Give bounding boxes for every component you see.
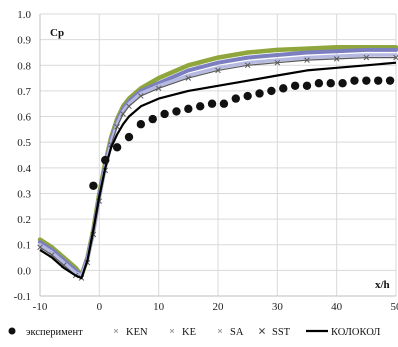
experiment-point	[172, 107, 181, 116]
experiment-point	[279, 84, 288, 93]
experiment-point	[89, 181, 98, 190]
x-tick-label: 20	[213, 301, 225, 313]
legend-label: SA	[230, 327, 244, 338]
y-tick-label: 0.5	[17, 137, 31, 149]
x-tick-label: 40	[331, 301, 343, 313]
x-axis-label: x/h	[375, 279, 390, 291]
legend-label: KEN	[126, 327, 148, 338]
experiment-point	[350, 76, 359, 85]
experiment-point	[148, 114, 157, 124]
y-tick-label: 1.0	[17, 9, 31, 21]
experiment-point	[255, 89, 264, 98]
x-tick-label: 0	[97, 301, 103, 313]
experiment-point	[302, 81, 312, 90]
y-tick-label: 0.2	[17, 214, 31, 226]
experiment-point	[160, 109, 169, 119]
x-tick-label: 10	[153, 301, 165, 313]
sst-point	[126, 103, 132, 110]
legend-label: SST	[272, 327, 291, 338]
legend-item-ke: KE	[169, 327, 196, 338]
series-line-kolokol	[39, 61, 397, 280]
experiment-point	[101, 155, 110, 165]
experiment-point	[326, 79, 335, 88]
legend-marker-dot	[8, 327, 16, 335]
experiment-point	[314, 79, 324, 88]
sst-point	[138, 93, 144, 99]
experiment-point	[290, 81, 300, 90]
y-tick-label: 0.0	[17, 265, 31, 277]
sst-point	[333, 56, 340, 62]
experiment-point	[385, 76, 395, 85]
axes: -0.1 0.0 0.1 0.2 0.3 0.4 0.5 0.6 0.7 0.8 0.9 1.0 -10…	[14, 9, 398, 313]
sst-point	[244, 62, 251, 69]
x-tick-label: -10	[33, 301, 48, 313]
experiment-point	[338, 79, 347, 88]
y-tick-label: 0.1	[17, 240, 31, 252]
y-tick-label: 0.8	[17, 60, 31, 72]
y-tick-label: 0.6	[17, 112, 31, 124]
sst-point	[37, 244, 43, 251]
sst-point	[120, 111, 126, 117]
y-tick-label: 0.9	[17, 35, 31, 47]
sst-point	[114, 124, 120, 130]
y-tick-label: 0.4	[17, 163, 31, 175]
experiment-point	[124, 132, 134, 142]
experiment-point	[196, 102, 205, 111]
labels: Cp x/h	[50, 27, 390, 291]
sst-point	[185, 75, 192, 81]
sst-point	[304, 57, 310, 63]
y-tick-label: -0.1	[14, 291, 31, 303]
experiment-point	[112, 143, 122, 152]
legend-item-колокол: КОЛОКОЛ	[306, 327, 380, 338]
legend-item-эксперимент: эксперимент	[8, 327, 83, 338]
experiment-point	[184, 104, 193, 114]
legend-item-ken: KEN	[113, 327, 148, 338]
experiment-point	[243, 91, 252, 101]
experiment-point	[374, 76, 383, 85]
legend: эксперимент KEN KE SA SST КОЛОКОЛ	[8, 327, 380, 338]
sst-point	[363, 54, 370, 61]
legend-item-sst: SST	[259, 327, 291, 338]
experiment-point	[207, 99, 217, 108]
experiment-point	[267, 86, 276, 96]
legend-label: KE	[182, 327, 196, 338]
x-tick-label: 30	[272, 301, 284, 313]
sst-point	[155, 85, 162, 92]
legend-marker-x	[259, 328, 265, 334]
legend-label: КОЛОКОЛ	[331, 327, 380, 338]
series-layer	[37, 45, 398, 281]
experiment-point	[362, 76, 371, 85]
legend-marker-x	[113, 328, 119, 334]
legend-marker-x	[217, 328, 223, 334]
y-tick-label: 0.3	[17, 188, 31, 200]
legend-item-sa: SA	[217, 327, 244, 338]
experiment-point	[136, 120, 146, 129]
y-tick-label: 0.7	[17, 86, 31, 98]
series-line-sa	[38, 53, 398, 278]
experiment-point	[231, 94, 240, 103]
sst-point	[274, 59, 281, 66]
y-axis-label: Cp	[50, 27, 64, 39]
experiment-point	[219, 99, 229, 108]
legend-marker-x	[169, 328, 175, 334]
x-tick-label: 50	[391, 301, 398, 313]
sst-point	[215, 67, 221, 74]
legend-label: эксперимент	[26, 327, 83, 338]
grid	[39, 13, 397, 297]
